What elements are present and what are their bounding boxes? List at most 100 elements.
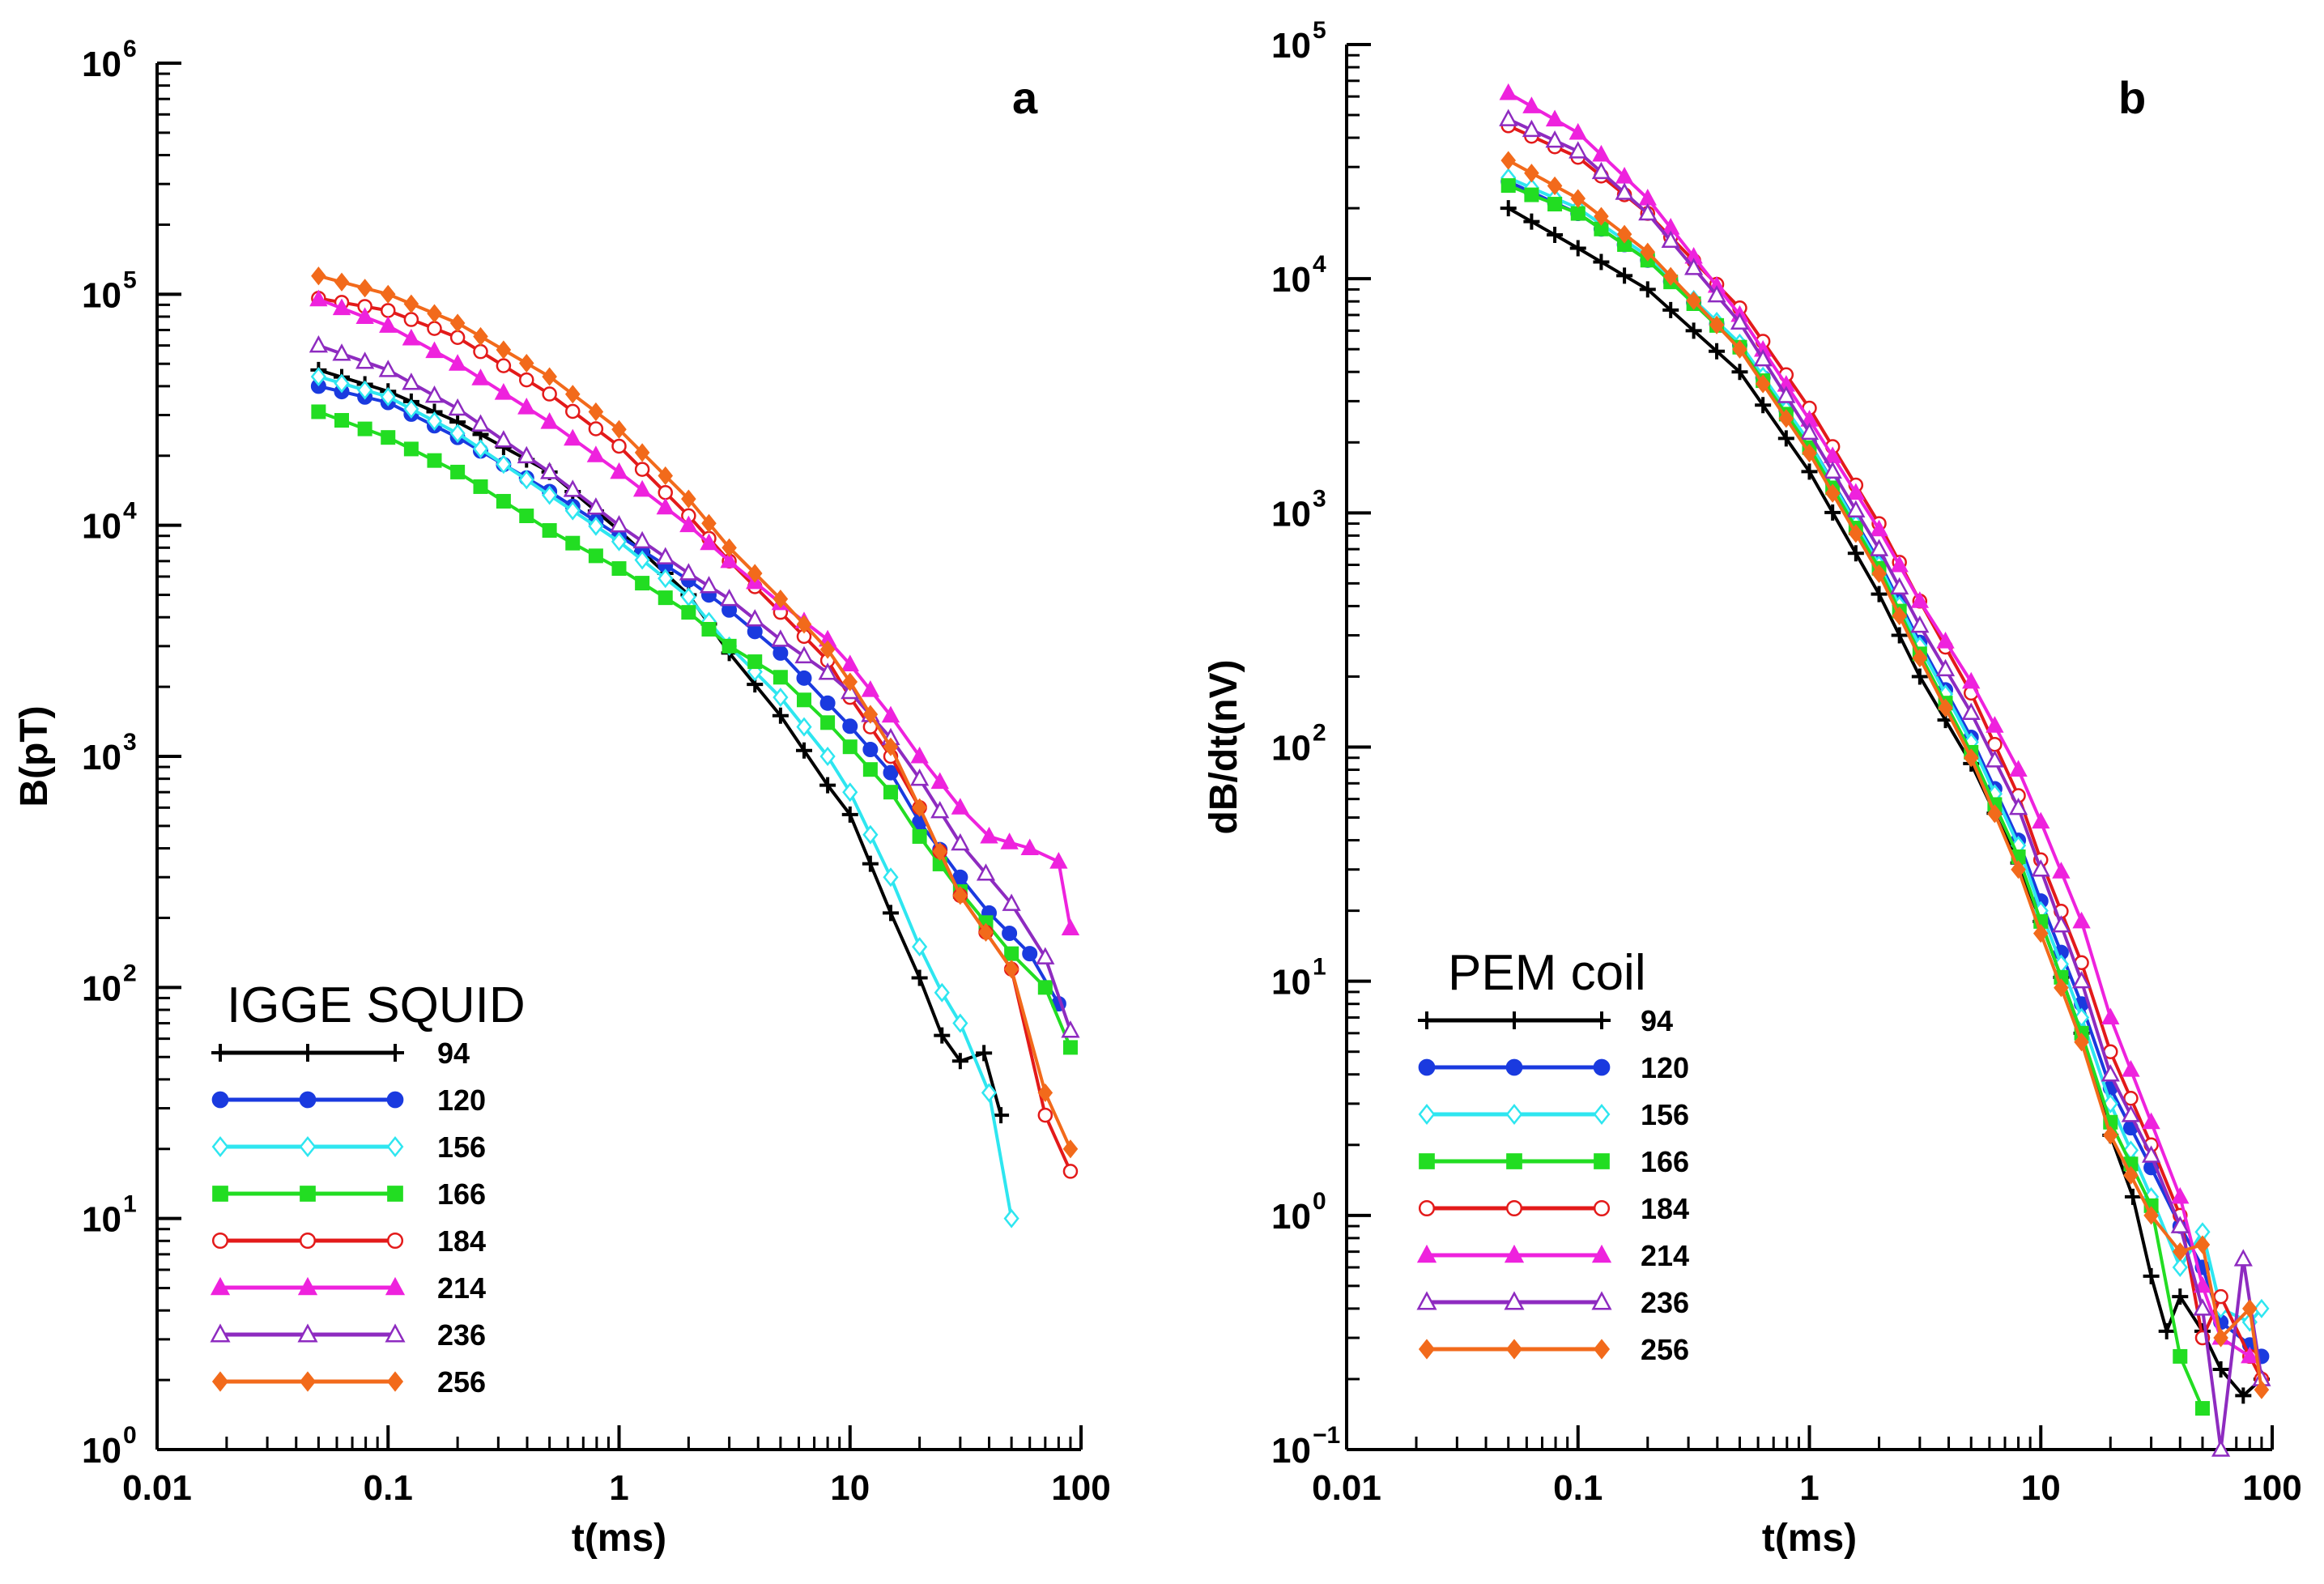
data-point bbox=[2172, 1257, 2188, 1277]
legend-marker bbox=[1505, 1339, 1523, 1360]
legend-item: 236 bbox=[210, 1318, 486, 1352]
y-tick-exponent: 4 bbox=[1313, 251, 1326, 278]
data-point bbox=[2173, 1348, 2188, 1364]
data-point bbox=[2101, 1007, 2120, 1024]
data-point bbox=[332, 343, 351, 361]
data-point bbox=[1499, 109, 1518, 126]
data-point bbox=[1986, 716, 2004, 733]
data-point bbox=[357, 380, 373, 400]
data-point bbox=[542, 523, 557, 539]
data-point bbox=[2143, 1206, 2159, 1225]
data-point bbox=[518, 470, 534, 490]
data-point bbox=[1961, 702, 1981, 720]
data-point bbox=[1545, 109, 1564, 127]
data-point bbox=[862, 741, 879, 757]
y-tick-exponent: 1 bbox=[123, 1191, 137, 1218]
data-point bbox=[611, 419, 627, 439]
legend-marker bbox=[1593, 1011, 1611, 1029]
data-point bbox=[634, 550, 650, 570]
data-point bbox=[2141, 1145, 2161, 1163]
data-point bbox=[862, 705, 879, 724]
data-point bbox=[773, 645, 789, 661]
legend-item: 166 bbox=[212, 1177, 486, 1211]
data-point bbox=[2072, 911, 2091, 929]
y-tick-label: 10 bbox=[1271, 963, 1311, 1003]
legend-marker bbox=[386, 1135, 404, 1158]
data-point bbox=[818, 662, 837, 680]
data-point bbox=[311, 404, 326, 419]
data-point bbox=[1522, 96, 1541, 113]
data-point bbox=[1709, 315, 1725, 334]
data-point bbox=[2172, 1288, 2189, 1305]
data-point bbox=[1593, 253, 1610, 270]
data-point bbox=[2142, 1112, 2160, 1130]
legend-marker bbox=[1419, 1153, 1435, 1169]
y-tick-label: 10 bbox=[1271, 729, 1311, 769]
data-point bbox=[611, 531, 628, 551]
legend-marker bbox=[211, 1044, 229, 1062]
data-point bbox=[1685, 322, 1702, 339]
data-point bbox=[656, 497, 675, 515]
data-point bbox=[1037, 980, 1053, 995]
data-point bbox=[862, 762, 878, 777]
data-point bbox=[355, 307, 374, 324]
data-point bbox=[2071, 971, 2092, 989]
data-point bbox=[1640, 242, 1656, 262]
data-point bbox=[1062, 1164, 1079, 1179]
data-point bbox=[470, 414, 491, 432]
data-point bbox=[701, 513, 717, 533]
data-point bbox=[1777, 385, 1796, 403]
data-point bbox=[588, 516, 604, 536]
data-point bbox=[1522, 119, 1542, 138]
data-point bbox=[861, 680, 880, 697]
legend-item: 256 bbox=[1418, 1333, 1689, 1366]
data-point bbox=[2235, 1387, 2252, 1404]
data-point bbox=[403, 441, 419, 457]
data-point bbox=[403, 294, 419, 313]
series-236 bbox=[1499, 109, 2271, 1457]
legend-marker bbox=[1418, 1011, 1436, 1029]
legend-marker bbox=[1416, 1244, 1437, 1263]
data-point bbox=[1049, 851, 1068, 869]
data-point bbox=[586, 497, 606, 515]
legend-marker bbox=[386, 1091, 404, 1109]
legend-marker bbox=[211, 1371, 229, 1392]
data-point bbox=[357, 421, 372, 436]
data-point bbox=[819, 746, 836, 767]
data-point bbox=[911, 969, 928, 986]
data-point bbox=[2212, 1360, 2229, 1377]
data-point bbox=[1890, 577, 1909, 595]
data-point bbox=[450, 464, 466, 479]
data-point bbox=[1523, 213, 1540, 230]
data-point bbox=[883, 764, 899, 781]
legend-marker bbox=[1594, 1153, 1610, 1169]
series-120 bbox=[1500, 173, 2270, 1365]
data-point bbox=[632, 479, 652, 497]
legend-label: 256 bbox=[437, 1365, 486, 1399]
x-tick-label: 1 bbox=[1799, 1468, 1819, 1508]
data-point bbox=[380, 386, 396, 407]
x-axis-title: t(ms) bbox=[1762, 1517, 1857, 1560]
data-point bbox=[1500, 151, 1517, 170]
data-point bbox=[2102, 1093, 2118, 1113]
data-point bbox=[472, 439, 489, 459]
x-tick-label: 10 bbox=[2021, 1468, 2061, 1508]
legend-marker bbox=[1504, 1291, 1525, 1310]
data-point bbox=[1020, 838, 1039, 856]
legend-title: PEM coil bbox=[1448, 945, 1646, 1001]
data-point bbox=[930, 772, 949, 790]
series-214 bbox=[309, 289, 1080, 935]
series-256 bbox=[1500, 151, 2270, 1399]
x-axis-title: t(ms) bbox=[572, 1517, 666, 1560]
data-point bbox=[311, 266, 326, 286]
data-point bbox=[2011, 860, 2026, 879]
data-point bbox=[981, 1083, 998, 1103]
data-point bbox=[699, 576, 719, 594]
y-axis-title: B(pT) bbox=[13, 705, 56, 807]
data-point bbox=[1871, 564, 1887, 584]
data-point bbox=[1869, 539, 1889, 556]
data-point bbox=[1547, 176, 1563, 196]
legend-marker bbox=[299, 1135, 317, 1158]
